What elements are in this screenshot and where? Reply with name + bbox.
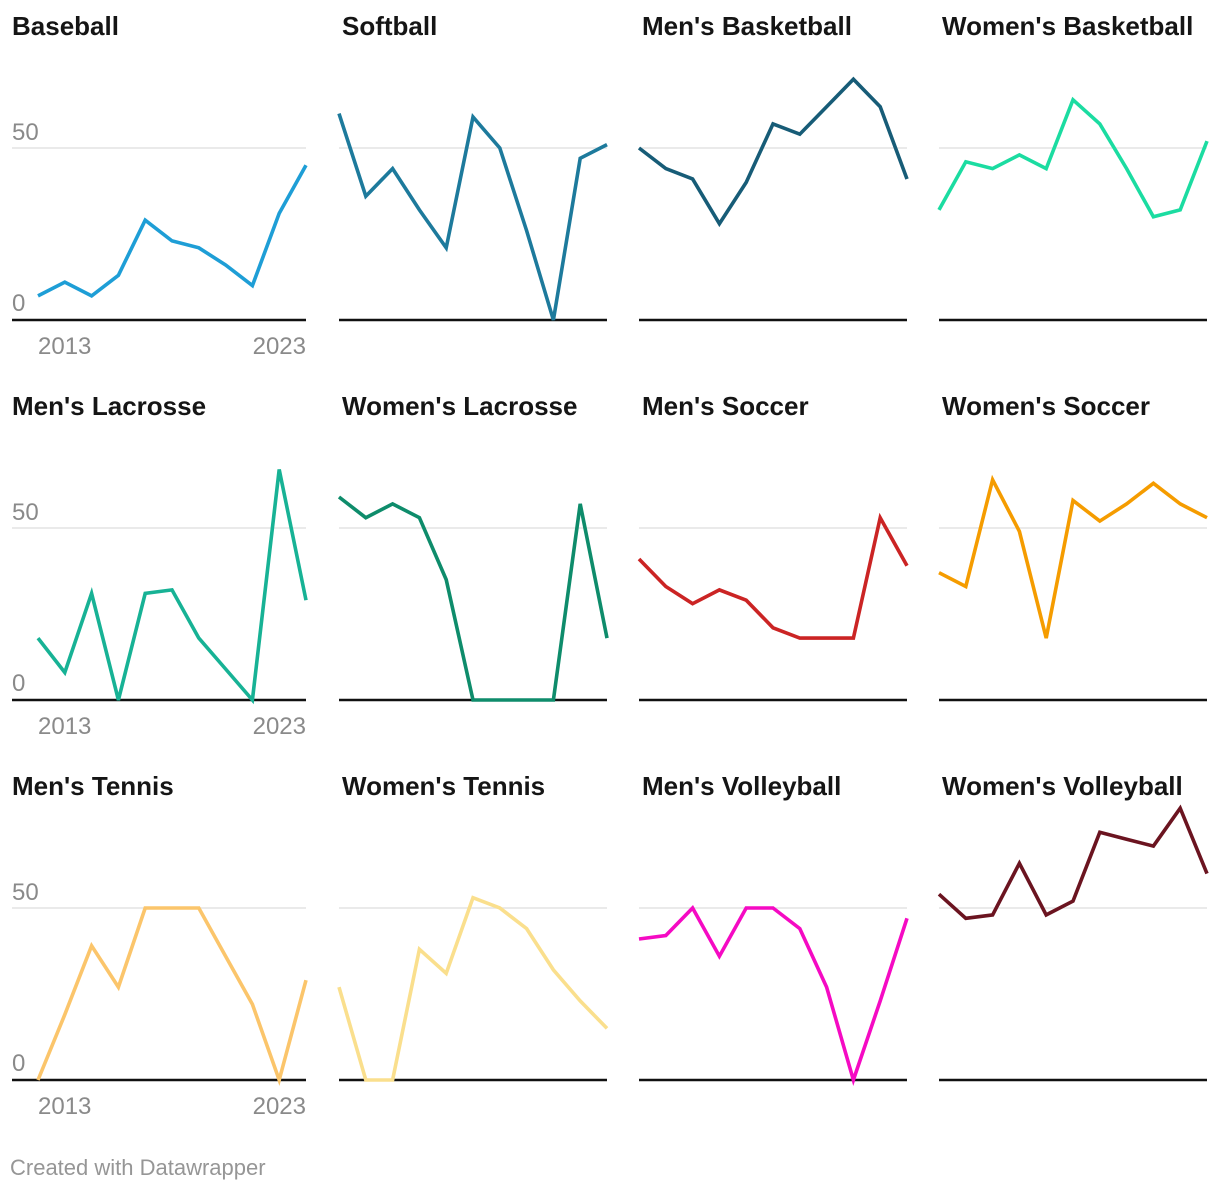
y-axis-label-50: 50 <box>12 499 39 526</box>
data-line <box>337 495 609 702</box>
line-chart <box>637 512 909 702</box>
x-axis-label-2013: 2013 <box>38 1093 91 1120</box>
y-axis-label-0: 0 <box>12 670 25 697</box>
line-chart <box>337 895 609 1082</box>
chart-title: Men's Volleyball <box>642 771 842 801</box>
chart-title: Women's Basketball <box>942 11 1194 41</box>
attribution: Created with Datawrapper <box>0 1140 1220 1196</box>
data-line <box>937 96 1209 219</box>
line-chart <box>337 113 608 322</box>
line-chart: 50 0 2013 2023 <box>12 119 308 360</box>
line-chart <box>337 495 609 702</box>
chart-title: Men's Lacrosse <box>12 391 207 421</box>
line-chart <box>938 474 1208 702</box>
data-line <box>938 474 1208 639</box>
chart-title: Baseball <box>12 11 119 41</box>
chart-title: Men's Tennis <box>12 771 174 801</box>
y-axis-label-0: 0 <box>12 290 25 317</box>
line-chart: 50 0 2013 2023 <box>12 879 308 1120</box>
line-chart <box>937 96 1209 322</box>
chart-panel: Men's Tennis 50 0 2013 2023 <box>0 760 330 1140</box>
chart-title: Softball <box>342 11 438 41</box>
attribution-text: Created with Datawrapper <box>10 1155 266 1180</box>
line-chart <box>638 905 909 1087</box>
line-chart: 50 0 2013 2023 <box>12 469 308 740</box>
y-axis-label-0: 0 <box>12 1050 25 1077</box>
chart-title: Men's Soccer <box>642 391 809 421</box>
chart-panel: Men's Volleyball <box>630 760 930 1140</box>
data-line <box>937 804 1209 921</box>
y-axis-label-50: 50 <box>12 879 39 906</box>
chart-panel: Softball <box>330 0 630 380</box>
x-axis-label-2013: 2013 <box>38 333 91 360</box>
data-line <box>37 164 308 299</box>
x-axis-label-2013: 2013 <box>38 713 91 740</box>
chart-panel: Men's Lacrosse 50 0 2013 2023 <box>0 380 330 760</box>
chart-panel: Men's Basketball <box>630 0 930 380</box>
chart-panel: Women's Tennis <box>330 760 630 1140</box>
data-line <box>36 469 308 705</box>
chart-title: Men's Basketball <box>642 11 852 41</box>
chart-panel: Baseball 50 0 2013 2023 <box>0 0 330 380</box>
x-axis-label-2023: 2023 <box>253 713 306 740</box>
data-line <box>637 512 909 640</box>
data-line <box>337 113 608 321</box>
line-chart <box>937 804 1209 1082</box>
x-axis-label-2023: 2023 <box>253 333 306 360</box>
data-line <box>638 905 909 1087</box>
data-line <box>36 906 308 1087</box>
chart-title: Women's Tennis <box>342 771 546 801</box>
chart-panel: Men's Soccer <box>630 380 930 760</box>
chart-panel: Women's Lacrosse <box>330 380 630 760</box>
chart-panel: Women's Basketball <box>930 0 1220 380</box>
data-line <box>637 76 909 228</box>
chart-title: Women's Lacrosse <box>342 391 578 421</box>
chart-panel: Women's Soccer <box>930 380 1220 760</box>
data-line <box>337 895 609 1082</box>
x-axis-label-2023: 2023 <box>253 1093 306 1120</box>
chart-title: Women's Soccer <box>942 391 1150 421</box>
chart-title: Women's Volleyball <box>942 771 1183 801</box>
y-axis-label-50: 50 <box>12 119 39 146</box>
small-multiples-grid: Baseball 50 0 2013 2023 Softball Men's Bask… <box>0 0 1220 1140</box>
chart-panel: Women's Volleyball <box>930 760 1220 1140</box>
line-chart <box>637 76 909 322</box>
